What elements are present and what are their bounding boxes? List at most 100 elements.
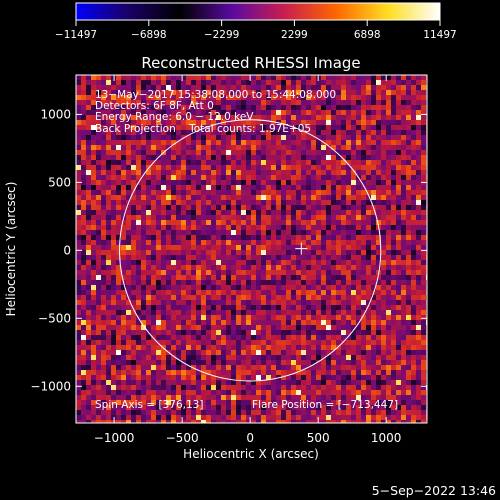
heatmap-cell [136,380,141,385]
heatmap-cell [106,335,111,340]
heatmap-cell [106,210,111,215]
heatmap-cell [251,285,256,290]
heatmap-cell [201,85,206,90]
heatmap-cell [381,305,386,310]
heatmap-cell [271,275,276,280]
heatmap-cell [76,100,81,105]
heatmap-cell [161,180,166,185]
heatmap-cell [331,170,336,175]
heatmap-cell [286,260,291,265]
heatmap-cell [161,130,166,135]
heatmap-cell [371,75,376,80]
heatmap-cell [156,375,161,380]
heatmap-cell [261,340,266,345]
heatmap-cell [141,405,146,410]
heatmap-cell [91,145,96,150]
heatmap-cell [196,395,201,400]
heatmap-cell [166,115,171,120]
heatmap-cell [416,185,421,190]
heatmap-cell [256,415,261,420]
heatmap-cell [191,255,196,260]
heatmap-cell [156,215,161,220]
heatmap-cell [311,415,316,420]
heatmap-cell [241,345,246,350]
heatmap-cell [351,270,356,275]
heatmap-cell [316,310,321,315]
heatmap-cell [91,100,96,105]
heatmap-cell [406,360,411,365]
heatmap-cell [211,140,216,145]
heatmap-cell [381,330,386,335]
heatmap-cell [176,360,181,365]
heatmap-cell [91,285,96,290]
heatmap-cell [186,300,191,305]
heatmap-cell [296,160,301,165]
heatmap-cell [146,410,151,415]
heatmap-cell [356,340,361,345]
heatmap-cell [271,125,276,130]
heatmap-cell [81,405,86,410]
heatmap-cell [291,410,296,415]
heatmap-cell [261,190,266,195]
heatmap-cell [141,160,146,165]
heatmap-cell [421,215,426,220]
heatmap-cell [206,120,211,125]
heatmap-cell [391,180,396,185]
heatmap-cell [216,360,221,365]
heatmap-cell [171,285,176,290]
heatmap-cell [321,190,326,195]
heatmap-cell [141,225,146,230]
heatmap-cell [251,225,256,230]
heatmap-cell [196,345,201,350]
heatmap-cell [251,215,256,220]
heatmap-cell [376,125,381,130]
heatmap-cell [416,295,421,300]
heatmap-cell [146,420,151,423]
heatmap-cell [116,360,121,365]
heatmap-cell [91,135,96,140]
heatmap-cell [246,95,251,100]
heatmap-cell [116,185,121,190]
heatmap-cell [286,335,291,340]
heatmap-cell [421,85,426,90]
heatmap-cell [216,310,221,315]
heatmap-cell [266,135,271,140]
heatmap-cell [346,420,351,423]
heatmap-cell [196,175,201,180]
heatmap-cell [96,185,101,190]
heatmap-cell [161,325,166,330]
heatmap-cell [321,245,326,250]
heatmap-cell [391,290,396,295]
heatmap-cell [126,225,131,230]
heatmap-cell [231,415,236,420]
heatmap-cell [136,95,141,100]
heatmap-cell [126,220,131,225]
heatmap-cell [316,220,321,225]
heatmap-cell [196,110,201,115]
heatmap-cell [206,380,211,385]
heatmap-cell [116,335,121,340]
heatmap-cell [211,135,216,140]
heatmap-cell [241,385,246,390]
heatmap-cell [276,180,281,185]
heatmap-cell [371,380,376,385]
heatmap-cell [371,170,376,175]
heatmap-cell [411,85,416,90]
heatmap-cell [331,330,336,335]
heatmap-cell [346,235,351,240]
heatmap-cell [101,180,106,185]
heatmap-cell [386,375,391,380]
heatmap-cell [246,75,251,80]
heatmap-cell [166,415,171,420]
heatmap-cell [356,135,361,140]
heatmap-cell [311,330,316,335]
heatmap-cell [216,280,221,285]
heatmap-cell [311,300,316,305]
heatmap-cell [91,140,96,145]
heatmap-cell [326,190,331,195]
heatmap-cell [131,270,136,275]
heatmap-cell [91,340,96,345]
heatmap-cell [371,270,376,275]
heatmap-cell [146,355,151,360]
heatmap-cell [251,275,256,280]
